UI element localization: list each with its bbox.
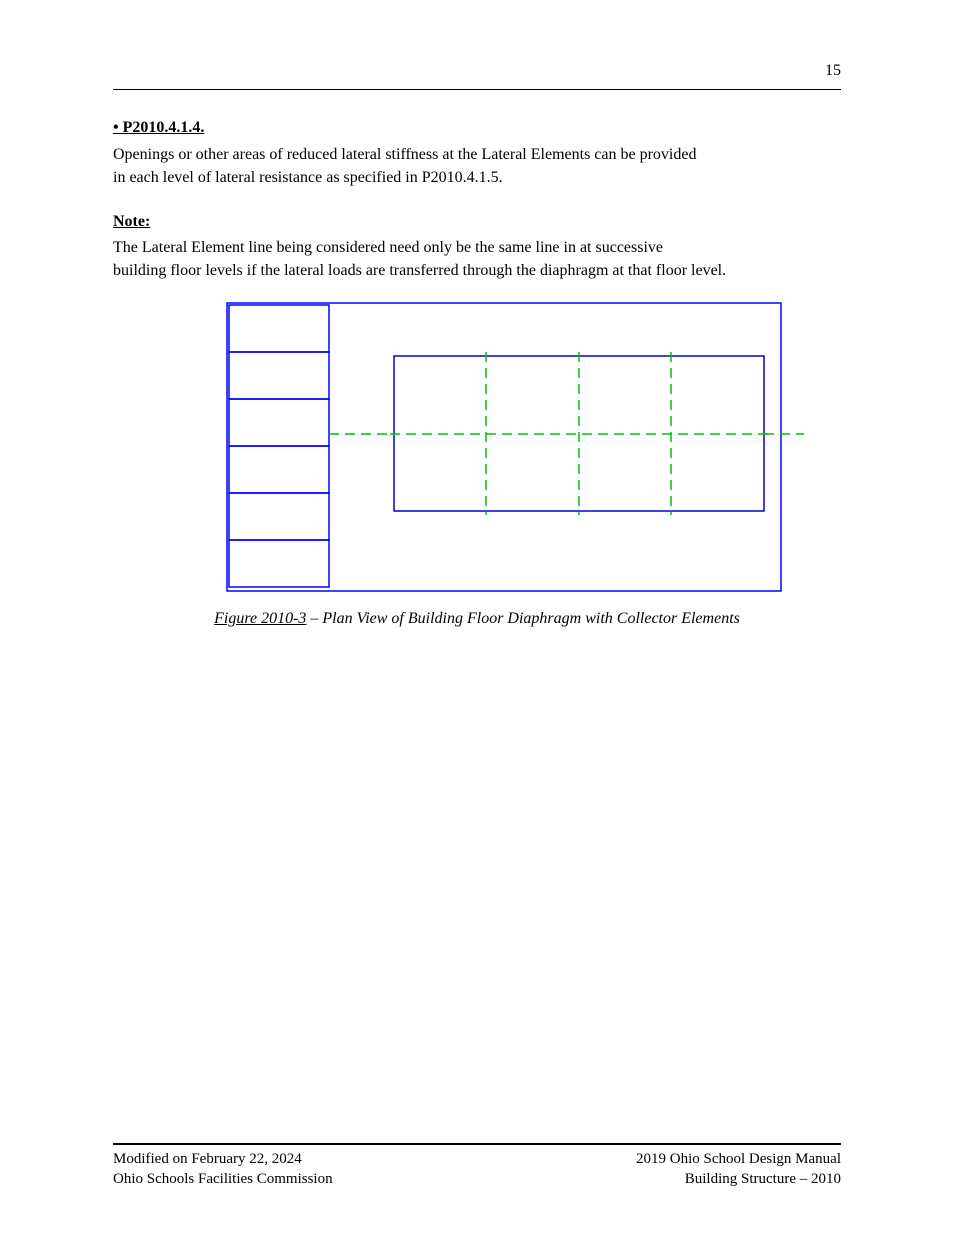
- footer-left-line-1: Modified on February 22, 2024: [113, 1151, 302, 1168]
- figure-diaphragm-diagram: [224, 300, 784, 594]
- section-heading-note: Note:: [113, 213, 150, 231]
- section-body-line: Openings or other areas of reduced later…: [113, 147, 841, 163]
- section-body-line: The Lateral Element line being considere…: [113, 240, 841, 256]
- section-heading-p2010-4-1-4: • P2010.4.1.4.: [113, 119, 204, 137]
- page: 15 • P2010.4.1.4. Openings or other area…: [0, 0, 954, 1235]
- figure-caption-number: Figure 2010-3: [214, 610, 306, 627]
- page-number: 15: [825, 62, 841, 80]
- header-rule: [113, 89, 841, 90]
- section-body-line: in each level of lateral resistance as s…: [113, 170, 841, 186]
- footer-right-line-2: Building Structure – 2010: [685, 1171, 841, 1188]
- footer-rule: [113, 1143, 841, 1145]
- figure-caption: Figure 2010-3 – Plan View of Building Fl…: [113, 610, 841, 628]
- figure-caption-text: – Plan View of Building Floor Diaphragm …: [306, 610, 739, 627]
- footer-left-line-2: Ohio Schools Facilities Commission: [113, 1171, 333, 1188]
- footer-right-line-1: 2019 Ohio School Design Manual: [636, 1151, 841, 1168]
- section-body-line: building floor levels if the lateral loa…: [113, 263, 841, 279]
